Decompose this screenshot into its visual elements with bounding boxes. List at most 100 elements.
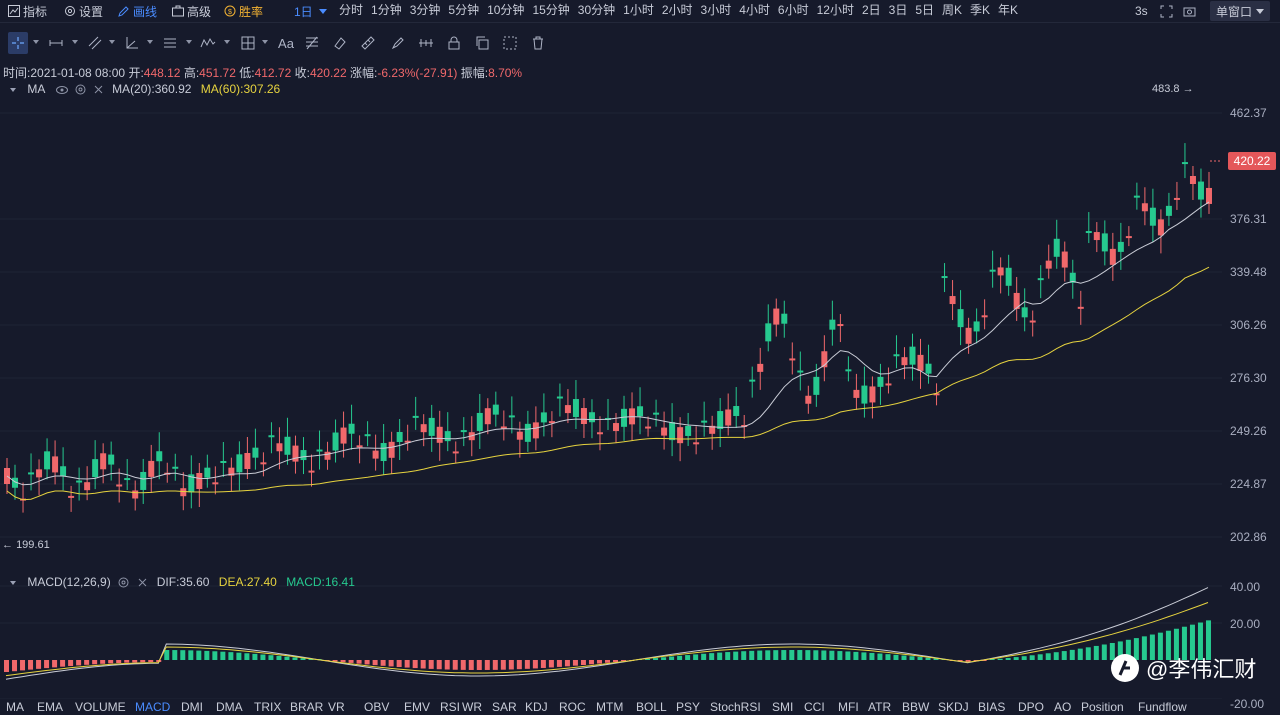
eraser-tool[interactable] <box>330 32 350 54</box>
period-option[interactable]: 6小时 <box>777 3 809 17</box>
macd-chart[interactable] <box>0 573 1222 699</box>
indicator-tab[interactable]: DPO <box>1018 700 1045 714</box>
chevron-down-icon[interactable] <box>72 40 78 44</box>
ruler-tool[interactable] <box>358 32 378 54</box>
period-option[interactable]: 季K <box>970 3 991 17</box>
ma-name[interactable]: MA <box>27 82 45 96</box>
period-option[interactable]: 12小时 <box>816 3 854 17</box>
close-icon[interactable] <box>138 578 147 587</box>
period-option[interactable]: 3小时 <box>700 3 732 17</box>
crosshair-tool[interactable] <box>8 32 28 54</box>
indicator-tab[interactable]: MTM <box>596 700 624 714</box>
measure-tool[interactable] <box>416 32 436 54</box>
period-option[interactable]: 30分钟 <box>577 3 616 17</box>
period-option[interactable]: 周K <box>942 3 963 17</box>
indicator-tab[interactable]: VOLUME <box>75 700 126 714</box>
brush-tool[interactable] <box>388 32 408 54</box>
close-icon[interactable] <box>94 85 103 94</box>
draw-line-button[interactable]: 画线 <box>118 1 157 21</box>
chevron-down-icon[interactable] <box>224 40 230 44</box>
parallel-channel-tool[interactable] <box>160 32 180 54</box>
macd-bar <box>308 658 314 660</box>
indicator-tab[interactable]: Fundflow <box>1138 700 1187 714</box>
period-option[interactable]: 5分钟 <box>448 3 480 17</box>
wave-tool[interactable] <box>198 32 218 54</box>
chevron-down-icon[interactable] <box>147 40 153 44</box>
fullscreen-button[interactable] <box>1160 1 1173 21</box>
indicator-tab[interactable]: BRAR <box>290 700 324 714</box>
indicator-tab[interactable]: ATR <box>868 700 892 714</box>
indicator-tab[interactable]: EMA <box>37 700 64 714</box>
indicator-tab[interactable]: SKDJ <box>938 700 969 714</box>
eye-icon[interactable] <box>56 85 69 95</box>
indicator-tab[interactable]: CCI <box>804 700 825 714</box>
window-mode-dropdown[interactable]: 单窗口 <box>1210 1 1271 21</box>
period-option[interactable]: 2小时 <box>661 3 693 17</box>
period-option[interactable]: 3日 <box>888 3 908 17</box>
indicator-tab[interactable]: AO <box>1054 700 1072 714</box>
indicator-tab[interactable]: VR <box>328 700 345 714</box>
macd-bar <box>1189 624 1195 660</box>
horizontal-line-tool[interactable] <box>46 32 66 54</box>
indicator-tab[interactable]: SMI <box>772 700 794 714</box>
period-option[interactable]: 1分钟 <box>371 3 402 17</box>
text-tool[interactable]: Aa <box>276 32 296 54</box>
grid-tool[interactable] <box>238 32 258 54</box>
period-dropdown[interactable]: 1日 <box>294 1 327 21</box>
period-option[interactable]: 4小时 <box>739 3 770 17</box>
indicator-tab[interactable]: BIAS <box>978 700 1006 714</box>
chevron-down-icon[interactable] <box>109 40 115 44</box>
candlestick-chart[interactable] <box>0 56 1222 571</box>
chevron-down-icon[interactable] <box>33 40 39 44</box>
refresh-interval[interactable]: 3s <box>1135 1 1148 21</box>
indicator-tab[interactable]: MACD <box>135 700 171 714</box>
chevron-down-icon[interactable] <box>186 40 192 44</box>
gear-icon[interactable] <box>118 577 129 588</box>
period-option[interactable]: 年K <box>998 3 1019 17</box>
gear-icon[interactable] <box>75 84 86 95</box>
indicator-tab[interactable]: Position <box>1081 700 1124 714</box>
macd-name[interactable]: MACD(12,26,9) <box>27 575 111 589</box>
chevron-down-icon[interactable] <box>262 40 268 44</box>
indicator-tab[interactable]: KDJ <box>525 700 548 714</box>
candle-body <box>1117 241 1124 252</box>
indicator-tab[interactable]: StochRSI <box>710 700 761 714</box>
indicator-tab[interactable]: DMA <box>216 700 243 714</box>
indicator-tab[interactable]: WR <box>462 700 482 714</box>
min-price-marker: ← 199.61 <box>2 539 50 551</box>
indicator-tab[interactable]: MA <box>6 700 24 714</box>
select-tool[interactable] <box>500 32 520 54</box>
advanced-button[interactable]: 高级 <box>172 1 211 21</box>
fib-tool[interactable] <box>302 32 322 54</box>
collapse-chevron-icon[interactable] <box>10 580 16 585</box>
period-option[interactable]: 1小时 <box>623 3 654 17</box>
indicator-tab[interactable]: DMI <box>181 700 203 714</box>
trend-line-tool[interactable] <box>85 32 105 54</box>
indicator-tab[interactable]: RSI <box>440 700 461 714</box>
period-option[interactable]: 3分钟 <box>409 3 441 17</box>
period-option[interactable]: 10分钟 <box>487 3 525 17</box>
indicator-tab[interactable]: BBW <box>902 700 930 714</box>
period-option[interactable]: 5日 <box>915 3 935 17</box>
collapse-chevron-icon[interactable] <box>10 87 16 92</box>
period-option[interactable]: 分时 <box>339 3 364 17</box>
copy-tool[interactable] <box>472 32 492 54</box>
high-value: 451.72 <box>199 66 236 80</box>
indicators-button[interactable]: 指标 <box>8 1 47 21</box>
indicator-tab[interactable]: EMV <box>404 700 431 714</box>
indicator-tab[interactable]: BOLL <box>636 700 667 714</box>
indicator-tab[interactable]: TRIX <box>254 700 282 714</box>
indicator-tab[interactable]: SAR <box>492 700 517 714</box>
indicator-tab[interactable]: PSY <box>676 700 701 714</box>
lock-tool[interactable] <box>444 32 464 54</box>
indicator-tab[interactable]: OBV <box>364 700 390 714</box>
indicator-tab[interactable]: ROC <box>559 700 586 714</box>
settings-button[interactable]: 设置 <box>64 1 103 21</box>
period-option[interactable]: 15分钟 <box>532 3 570 17</box>
indicator-tab[interactable]: MFI <box>838 700 859 714</box>
angle-tool[interactable] <box>122 32 142 54</box>
delete-tool[interactable] <box>528 32 548 54</box>
win-rate-button[interactable]: $ 胜率 <box>224 1 263 21</box>
period-option[interactable]: 2日 <box>861 3 881 17</box>
screenshot-button[interactable] <box>1183 1 1196 21</box>
